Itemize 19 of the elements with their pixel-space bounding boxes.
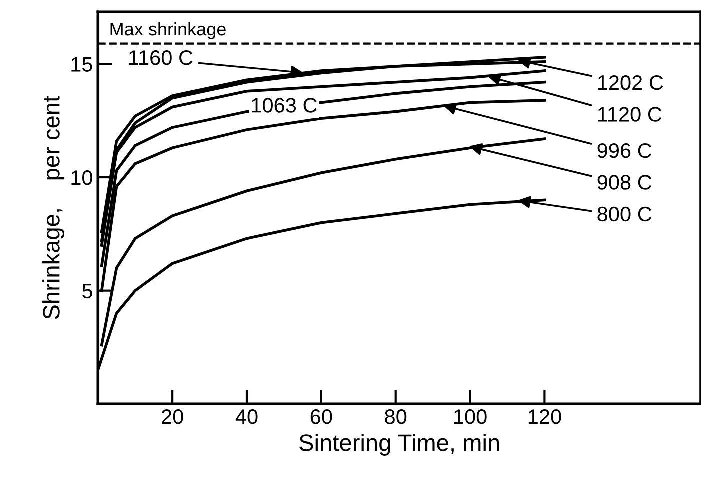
x-tick-label: 100 (454, 410, 487, 424)
y-tick-label: 10 (72, 170, 92, 186)
annotation: 1120 C (598, 107, 662, 122)
annotation: 996 C (598, 143, 652, 158)
x-tick-label: 40 (236, 410, 258, 424)
x-tick-label: 60 (310, 410, 332, 424)
x-tick-label: 120 (528, 410, 562, 424)
y-tick-label: 5 (82, 284, 92, 299)
x-axis-title: Sintering Time, min (300, 434, 500, 456)
ref-line-label: Max shrinkage (110, 22, 226, 40)
x-tick-label: 80 (385, 410, 407, 424)
y-axis-title: Shrinkage, per cent (42, 96, 65, 320)
y-tick-label: 15 (72, 57, 92, 72)
annotation: 1160 C (130, 50, 193, 66)
x-tick-label: 20 (162, 410, 184, 424)
annotation: 908 C (598, 175, 652, 190)
annotation: 1202 C (598, 75, 664, 90)
annotation: 800 C (598, 206, 652, 222)
annotation: 1063 C (252, 98, 318, 113)
